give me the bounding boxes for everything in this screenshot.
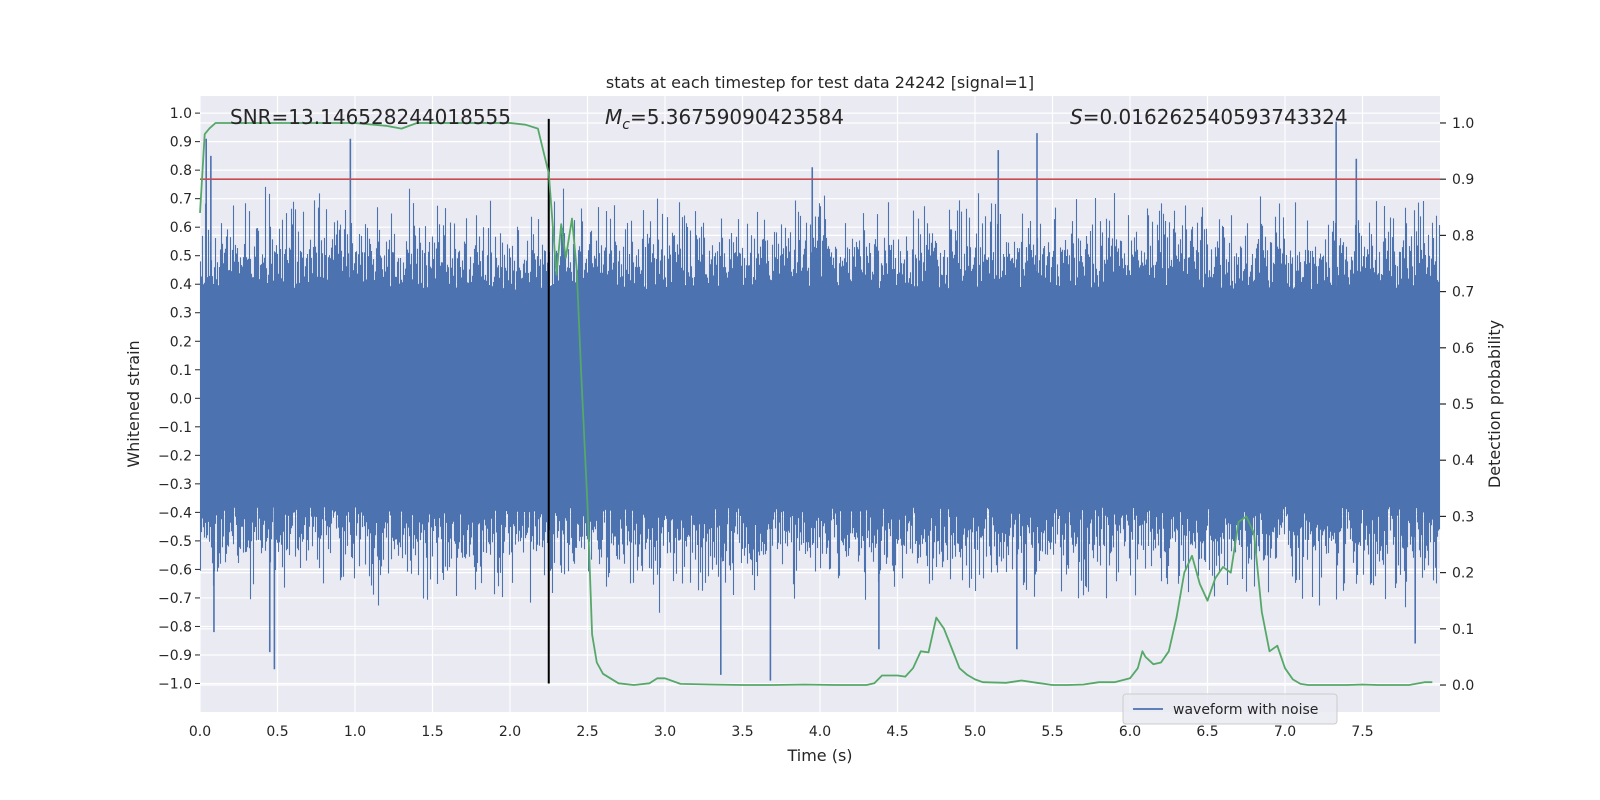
y-tick-label: 0.0 xyxy=(170,391,192,407)
snr-annotation: SNR=13.146528244018555 xyxy=(230,105,511,129)
x-tick-label: 0.5 xyxy=(266,724,288,740)
chart-title: stats at each timestep for test data 242… xyxy=(606,73,1034,92)
y-axis-ticks: 1.0 0.9 0.8 0.7 0.6 0.5 0.4 0.3 0.2 0.1 0.0 −0.1 −0.… xyxy=(158,106,200,692)
x-tick-label: 2.5 xyxy=(576,724,598,740)
x-tick-label: 1.5 xyxy=(421,724,443,740)
y2-axis-ticks: 1.0 0.9 0.8 0.7 0.6 0.5 0.4 0.3 0.2 0.1 0.0 xyxy=(1440,116,1474,694)
x-tick-label: 7.0 xyxy=(1274,724,1296,740)
y-tick-label: 1.0 xyxy=(170,106,192,122)
y2-axis-label: Detection probability xyxy=(1485,320,1504,488)
y-tick-label: −0.1 xyxy=(158,420,192,436)
y-tick-label: −0.3 xyxy=(158,477,192,493)
y-tick-label: −1.0 xyxy=(158,676,192,692)
probability-curve xyxy=(199,122,1433,686)
x-tick-label: 3.5 xyxy=(731,724,753,740)
y-tick-label: −0.5 xyxy=(158,534,192,550)
chirp-mass-value: =5.36759090423584 xyxy=(630,105,844,129)
y-tick-label: 0.9 xyxy=(170,135,192,151)
y2-tick-label: 0.4 xyxy=(1452,453,1474,469)
y2-tick-label: 0.6 xyxy=(1452,341,1474,357)
y-tick-label: 0.2 xyxy=(170,334,192,350)
y-tick-label: 0.8 xyxy=(170,163,192,179)
waveform-series xyxy=(199,121,1441,681)
x-tick-label: 1.0 xyxy=(344,724,366,740)
probability-series xyxy=(199,122,1433,686)
x-tick-label: 5.5 xyxy=(1041,724,1063,740)
chirp-mass-annotation: Mc=5.36759090423584 xyxy=(605,105,844,133)
y-tick-label: −0.6 xyxy=(158,562,192,578)
y2-tick-label: 0.8 xyxy=(1452,228,1474,244)
y-tick-label: 0.5 xyxy=(170,249,192,265)
snr-loss-annotation: S=0.016262540593743324 xyxy=(1070,105,1348,129)
legend-box xyxy=(1122,693,1338,725)
y2-tick-label: 0.5 xyxy=(1452,397,1474,413)
x-tick-label: 6.0 xyxy=(1119,724,1141,740)
x-tick-label: 2.0 xyxy=(499,724,521,740)
x-tick-label: 5.0 xyxy=(964,724,986,740)
y-tick-label: 0.1 xyxy=(170,363,192,379)
y-axis-label: Whitened strain xyxy=(124,340,143,467)
y-tick-label: 0.4 xyxy=(170,277,192,293)
y-tick-label: −0.4 xyxy=(158,505,192,521)
y2-tick-label: 0.2 xyxy=(1452,566,1474,582)
legend-waveform-label: waveform with noise xyxy=(1173,702,1318,718)
x-axis-label: Time (s) xyxy=(786,746,852,765)
y2-tick-label: 1.0 xyxy=(1452,116,1474,132)
y-tick-label: −0.2 xyxy=(158,448,192,464)
chirp-mass-subscript: c xyxy=(622,117,630,133)
x-tick-label: 7.5 xyxy=(1351,724,1373,740)
chirp-mass-symbol: M xyxy=(605,105,622,129)
x-tick-label: 3.0 xyxy=(654,724,676,740)
y2-tick-label: 0.9 xyxy=(1452,172,1474,188)
x-axis-ticks: 0.0 0.5 1.0 1.5 2.0 2.5 3.0 3.5 4.0 4.5 5.0 5.5 6.0 6… xyxy=(189,724,1374,740)
y2-tick-label: 0.0 xyxy=(1452,678,1474,694)
waveform-noise xyxy=(199,186,1441,613)
y-tick-label: 0.7 xyxy=(170,192,192,208)
y-tick-label: −0.7 xyxy=(158,591,192,607)
snr-loss-symbol: S xyxy=(1070,105,1083,129)
x-tick-label: 0.0 xyxy=(189,724,211,740)
y-tick-label: 0.3 xyxy=(170,306,192,322)
snr-loss-value: =0.016262540593743324 xyxy=(1083,105,1348,129)
legend[interactable]: waveform with noise xyxy=(1122,693,1338,725)
y-tick-label: 0.6 xyxy=(170,220,192,236)
y2-tick-label: 0.1 xyxy=(1452,622,1474,638)
y2-tick-label: 0.7 xyxy=(1452,285,1474,301)
x-tick-label: 4.0 xyxy=(809,724,831,740)
x-tick-label: 6.5 xyxy=(1196,724,1218,740)
y-tick-label: −0.8 xyxy=(158,619,192,635)
y-tick-label: −0.9 xyxy=(158,648,192,664)
reference-lines xyxy=(200,118,1440,684)
x-tick-label: 4.5 xyxy=(886,724,908,740)
y2-tick-label: 0.3 xyxy=(1452,509,1474,525)
